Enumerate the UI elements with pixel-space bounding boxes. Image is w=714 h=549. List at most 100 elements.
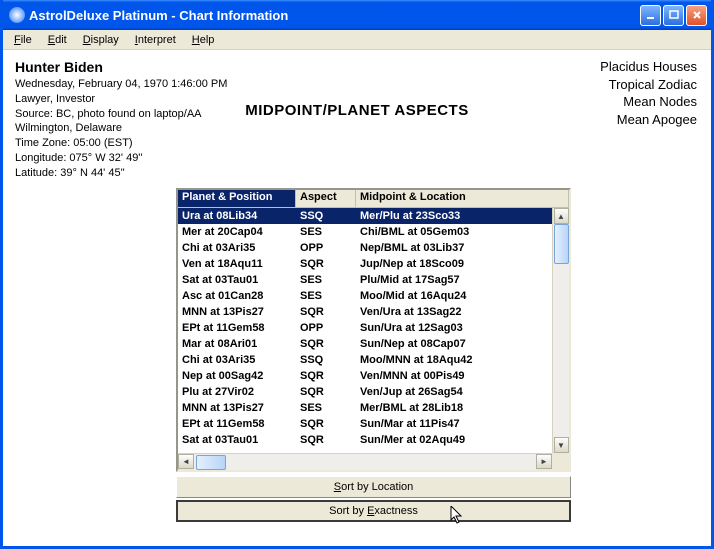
cell-c1: Chi at 03Ari35 [178, 242, 296, 254]
cell-c2: SQR [296, 418, 356, 430]
cell-c1: MNN at 13Pis27 [178, 306, 296, 318]
cell-c2: SES [296, 402, 356, 414]
setting-apogee: Mean Apogee [600, 111, 697, 129]
cell-c3: Sun/Nep at 08Cap07 [356, 338, 569, 350]
cell-c1: Plu at 27Vir02 [178, 386, 296, 398]
app-window: AstrolDeluxe Platinum - Chart Informatio… [0, 0, 714, 549]
window-buttons [640, 5, 707, 26]
menu-interpret[interactable]: Interpret [128, 32, 183, 48]
cell-c2: OPP [296, 242, 356, 254]
table-header: Planet & Position Aspect Midpoint & Loca… [178, 190, 569, 208]
subject-datetime: Wednesday, February 04, 1970 1:46:00 PM [15, 77, 227, 92]
scroll-down-button[interactable]: ▼ [554, 437, 569, 453]
cell-c1: EPt at 11Gem58 [178, 418, 296, 430]
cell-c1: Ura at 08Lib34 [178, 210, 296, 222]
cell-c3: Chi/BML at 05Gem03 [356, 226, 569, 238]
cell-c3: Mer/BML at 28Lib18 [356, 402, 569, 414]
cell-c3: Sun/Mer at 02Aqu49 [356, 434, 569, 446]
cell-c3: Nep/BML at 03Lib37 [356, 242, 569, 254]
hscroll-track[interactable] [194, 454, 536, 470]
menu-edit[interactable]: Edit [41, 32, 74, 48]
cell-c1: MNN at 13Pis27 [178, 402, 296, 414]
cell-c1: Mar at 08Ari01 [178, 338, 296, 350]
sort-exactness-button[interactable]: Sort by Exactness [176, 500, 571, 522]
table-row[interactable]: EPt at 11Gem58SQRSun/Mar at 11Pis47 [178, 416, 569, 432]
cell-c2: SES [296, 290, 356, 302]
page-heading: MIDPOINT/PLANET ASPECTS [245, 102, 468, 119]
cell-c2: SQR [296, 338, 356, 350]
cell-c2: SQR [296, 258, 356, 270]
cell-c2: SQR [296, 306, 356, 318]
setting-zodiac: Tropical Zodiac [600, 76, 697, 94]
col-aspect[interactable]: Aspect [296, 190, 356, 207]
titlebar[interactable]: AstrolDeluxe Platinum - Chart Informatio… [3, 0, 711, 30]
cell-c2: SQR [296, 370, 356, 382]
cell-c3: Ven/MNN at 00Pis49 [356, 370, 569, 382]
subject-tz: Time Zone: 05:00 (EST) [15, 136, 227, 151]
subject-lat: Latitude: 39° N 44' 45'' [15, 166, 227, 181]
table-row[interactable]: Plu at 27Vir02SQRVen/Jup at 26Sag54 [178, 384, 569, 400]
cell-c1: Ven at 18Aqu11 [178, 258, 296, 270]
cell-c1: Sat at 03Tau01 [178, 274, 296, 286]
table-row[interactable]: Mar at 08Ari01SQRSun/Nep at 08Cap07 [178, 336, 569, 352]
cell-c3: Ven/Ura at 13Sag22 [356, 306, 569, 318]
cell-c2: SSQ [296, 210, 356, 222]
cell-c3: Jup/Nep at 18Sco09 [356, 258, 569, 270]
cell-c3: Mer/Plu at 23Sco33 [356, 210, 569, 222]
hscroll-thumb[interactable] [196, 455, 226, 470]
cell-c3: Plu/Mid at 17Sag57 [356, 274, 569, 286]
cell-c1: Mer at 20Cap04 [178, 226, 296, 238]
button-row-2: Sort by Exactness [176, 500, 571, 522]
app-icon [9, 7, 25, 23]
sort-location-button[interactable]: Sort by Location [176, 476, 571, 498]
minimize-button[interactable] [640, 5, 661, 26]
menu-help[interactable]: Help [185, 32, 222, 48]
table-row[interactable]: EPt at 11Gem58OPPSun/Ura at 12Sag03 [178, 320, 569, 336]
horizontal-scrollbar[interactable]: ◄ ► [178, 453, 552, 470]
cell-c2: SES [296, 274, 356, 286]
table-row[interactable]: MNN at 13Pis27SQRVen/Ura at 13Sag22 [178, 304, 569, 320]
subject-source: Source: BC, photo found on laptop/AA [15, 107, 227, 122]
vertical-scrollbar[interactable]: ▲ ▼ [552, 208, 569, 453]
table-row[interactable]: MNN at 13Pis27SESMer/BML at 28Lib18 [178, 400, 569, 416]
table-row[interactable]: Asc at 01Can28SESMoo/Mid at 16Aqu24 [178, 288, 569, 304]
subject-place: Wilmington, Delaware [15, 121, 227, 136]
table-row[interactable]: Ura at 08Lib34SSQMer/Plu at 23Sco33 [178, 208, 569, 224]
cell-c2: SQR [296, 434, 356, 446]
scroll-right-button[interactable]: ► [536, 454, 552, 469]
setting-houses: Placidus Houses [600, 58, 697, 76]
scroll-thumb[interactable] [554, 224, 569, 264]
table-row[interactable]: Nep at 00Sag42SQRVen/MNN at 00Pis49 [178, 368, 569, 384]
table-body[interactable]: Ura at 08Lib34SSQMer/Plu at 23Sco33Mer a… [178, 208, 569, 453]
aspects-table: Planet & Position Aspect Midpoint & Loca… [176, 188, 571, 472]
table-row[interactable]: Sat at 03Tau01SQRSun/Mer at 02Aqu49 [178, 432, 569, 448]
scroll-track[interactable] [553, 224, 569, 437]
table-row[interactable]: Chi at 03Ari35OPPNep/BML at 03Lib37 [178, 240, 569, 256]
table-row[interactable]: Mer at 20Cap04SESChi/BML at 05Gem03 [178, 224, 569, 240]
scroll-left-button[interactable]: ◄ [178, 454, 194, 469]
scroll-up-button[interactable]: ▲ [554, 208, 569, 224]
cell-c2: SQR [296, 386, 356, 398]
cell-c3: Moo/MNN at 18Aqu42 [356, 354, 569, 366]
window-title: AstrolDeluxe Platinum - Chart Informatio… [29, 8, 640, 23]
table-row[interactable]: Sat at 03Tau01SESPlu/Mid at 17Sag57 [178, 272, 569, 288]
col-planet[interactable]: Planet & Position [178, 190, 296, 207]
menu-display[interactable]: Display [76, 32, 126, 48]
table-row[interactable]: Chi at 03Ari35SSQMoo/MNN at 18Aqu42 [178, 352, 569, 368]
cell-c1: Nep at 00Sag42 [178, 370, 296, 382]
cell-c2: OPP [296, 322, 356, 334]
cell-c3: Sun/Ura at 12Sag03 [356, 322, 569, 334]
menu-file[interactable]: File [7, 32, 39, 48]
col-midpoint[interactable]: Midpoint & Location [356, 190, 569, 207]
cell-c1: Asc at 01Can28 [178, 290, 296, 302]
subject-role: Lawyer, Investor [15, 92, 227, 107]
cell-c2: SSQ [296, 354, 356, 366]
cell-c1: EPt at 11Gem58 [178, 322, 296, 334]
close-button[interactable] [686, 5, 707, 26]
scroll-corner [552, 453, 569, 470]
chart-settings: Placidus Houses Tropical Zodiac Mean Nod… [600, 58, 697, 128]
maximize-button[interactable] [663, 5, 684, 26]
content-area: Hunter Biden Wednesday, February 04, 197… [3, 50, 711, 546]
table-row[interactable]: Ven at 18Aqu11SQRJup/Nep at 18Sco09 [178, 256, 569, 272]
cell-c3: Ven/Jup at 26Sag54 [356, 386, 569, 398]
